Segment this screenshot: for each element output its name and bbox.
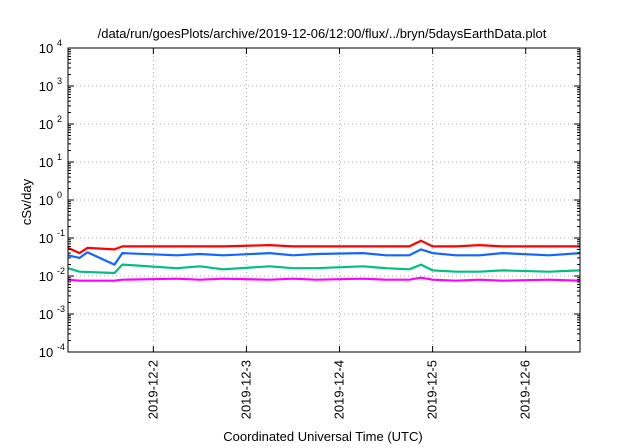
y-tick-exponent: -2 <box>57 266 65 276</box>
y-tick-exponent: 0 <box>57 190 62 200</box>
x-tick-label: 2019-12-5 <box>425 360 440 419</box>
y-tick-label: 10 <box>39 345 53 360</box>
y-tick-exponent: 3 <box>57 76 62 86</box>
y-tick-label: 10 <box>39 269 53 284</box>
y-tick-label: 10 <box>39 307 53 322</box>
series-line-1 <box>68 239 580 255</box>
y-axis-label: cSv/day <box>19 178 34 225</box>
series-line-2 <box>68 248 580 266</box>
y-tick-label: 10 <box>39 155 53 170</box>
x-axis-label: Coordinated Universal Time (UTC) <box>223 429 422 444</box>
y-tick-label: 10 <box>39 79 53 94</box>
x-tick-label: 2019-12-4 <box>332 360 347 419</box>
y-tick-exponent: 4 <box>57 38 62 48</box>
y-tick-label: 10 <box>39 117 53 132</box>
series-line-3 <box>68 263 580 275</box>
series-layer <box>68 239 580 282</box>
y-tick-exponent: 1 <box>57 152 62 162</box>
y-tick-exponent: -4 <box>57 342 65 352</box>
x-tick-label: 2019-12-2 <box>145 360 160 419</box>
y-tick-label: 10 <box>39 193 53 208</box>
y-tick-label: 10 <box>39 41 53 56</box>
y-tick-exponent: -1 <box>57 228 65 238</box>
x-tick-label: 2019-12-6 <box>518 360 533 419</box>
y-tick-label: 10 <box>39 231 53 246</box>
chart-title: /data/run/goesPlots/archive/2019-12-06/1… <box>98 26 547 41</box>
y-tick-exponent: -3 <box>57 304 65 314</box>
x-tick-label: 2019-12-3 <box>238 360 253 419</box>
grid <box>68 48 580 352</box>
series-line-4 <box>68 276 580 282</box>
axis-ticks: 10 -4 10 -3 10 -2 10 -1 10 0 10 1 10 2 10 3 10 4 2019-12-2… <box>39 38 580 419</box>
y-tick-exponent: 2 <box>57 114 62 124</box>
